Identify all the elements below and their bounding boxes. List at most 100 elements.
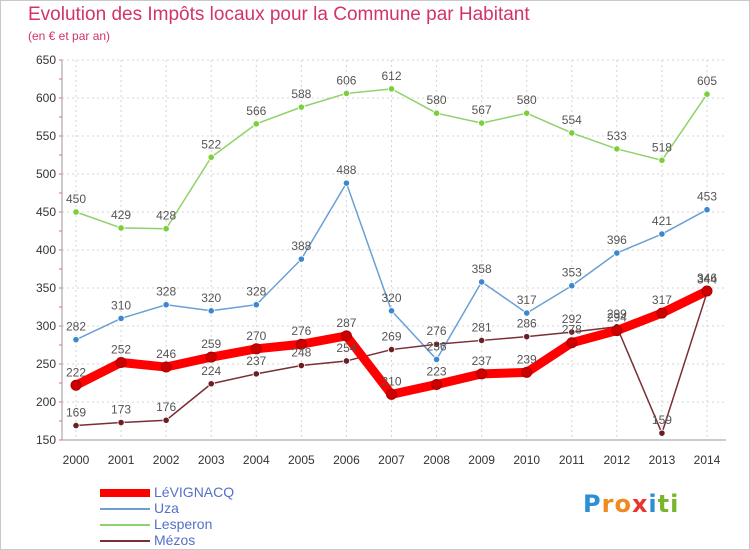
data-point-lesperon <box>658 156 666 164</box>
data-point-mezos <box>72 421 80 430</box>
data-label-levignacq: 294 <box>607 311 627 325</box>
legend-label-mezos: Mézos <box>154 532 196 548</box>
x-tick-label: 2002 <box>153 453 180 467</box>
data-point-lesperon <box>387 85 396 93</box>
data-point-levignacq <box>340 330 352 342</box>
data-label-uza: 453 <box>697 190 717 204</box>
data-label-uza: 396 <box>607 233 627 247</box>
legend-label-uza: Uza <box>154 500 179 516</box>
x-tick-label: 2012 <box>604 453 631 467</box>
data-label-mezos: 286 <box>517 317 537 331</box>
x-tick-label: 2010 <box>513 453 540 467</box>
data-label-mezos: 173 <box>111 403 131 417</box>
x-tick-label: 2006 <box>333 453 360 467</box>
x-tick-label: 2007 <box>378 453 405 467</box>
data-label-mezos: 248 <box>291 346 311 360</box>
data-point-levignacq <box>250 343 262 355</box>
data-point-mezos <box>568 328 576 336</box>
data-point-lesperon <box>207 153 215 161</box>
data-point-mezos <box>523 333 531 341</box>
x-tick-label: 2003 <box>198 453 225 467</box>
x-tick-label: 2013 <box>649 453 676 467</box>
data-label-levignacq: 252 <box>111 342 131 356</box>
data-label-mezos: 169 <box>66 406 86 420</box>
data-point-lesperon <box>162 225 170 233</box>
data-point-levignacq <box>295 338 307 350</box>
x-tick-label: 2008 <box>423 453 450 467</box>
y-tick-label: 350 <box>36 281 56 295</box>
logo-letter: i <box>670 490 680 518</box>
data-point-uza <box>523 309 531 317</box>
logo-letter: i <box>648 490 658 518</box>
data-label-uza: 328 <box>156 285 176 299</box>
data-label-lesperon: 580 <box>517 93 537 107</box>
logo-letter: r <box>601 490 615 518</box>
data-label-uza: 421 <box>652 214 672 228</box>
data-label-levignacq: 239 <box>517 352 537 366</box>
axes: 150 200 250 300 350 400 450 500 550 600 650 2000 200… <box>36 53 726 467</box>
data-point-mezos <box>297 361 305 370</box>
data-labels: 450 429 428 522 566 588 606 612 580 567 580 554 533 5… <box>66 69 717 427</box>
x-tick-label: 2009 <box>468 453 495 467</box>
data-label-lesperon: 588 <box>291 87 311 101</box>
data-label-lesperon: 450 <box>66 192 86 206</box>
data-point-lesperon <box>117 224 125 232</box>
chart-title: Evolution des Impôts locaux pour la Comm… <box>28 4 530 25</box>
data-label-mezos: 299 <box>607 307 627 321</box>
x-tick-label: 2014 <box>694 453 721 467</box>
data-point-lesperon <box>432 109 441 117</box>
data-label-uza: 353 <box>562 266 582 280</box>
data-label-levignacq: 259 <box>201 337 221 351</box>
logo-letter: t <box>657 490 671 518</box>
data-label-uza: 256 <box>427 339 447 353</box>
data-point-mezos <box>207 380 215 388</box>
data-point-levignacq <box>521 366 533 378</box>
data-label-lesperon: 612 <box>381 69 401 83</box>
data-point-levignacq <box>431 379 443 391</box>
data-label-levignacq: 278 <box>562 323 582 337</box>
data-label-levignacq: 210 <box>381 374 401 388</box>
data-point-levignacq <box>205 351 217 363</box>
data-point-levignacq <box>70 379 82 391</box>
data-label-uza: 317 <box>517 293 537 307</box>
data-point-uza <box>658 230 666 238</box>
y-tick-label: 250 <box>36 357 56 371</box>
y-tick-label: 400 <box>36 243 56 257</box>
data-label-mezos: 344 <box>697 273 717 287</box>
x-tick-label: 2000 <box>63 453 90 467</box>
line-chart: 150 200 250 300 350 400 450 500 550 600 650 2000 200… <box>36 53 726 467</box>
x-tick-label: 2001 <box>108 453 135 467</box>
data-label-mezos: 176 <box>156 400 176 414</box>
data-point-uza <box>568 282 576 290</box>
y-tick-label: 600 <box>36 91 56 105</box>
x-tick-label: 2011 <box>559 453 585 467</box>
data-point-mezos <box>478 336 486 345</box>
data-point-levignacq <box>115 356 127 368</box>
data-label-lesperon: 554 <box>562 113 582 127</box>
data-label-uza: 358 <box>472 262 492 276</box>
legend-swatch-mezos <box>100 540 150 542</box>
data-label-lesperon: 428 <box>156 209 176 223</box>
data-point-levignacq <box>656 307 668 319</box>
data-point-mezos <box>387 345 396 354</box>
data-label-mezos: 276 <box>427 324 447 338</box>
data-point-levignacq <box>386 388 397 400</box>
data-point-lesperon <box>523 109 531 117</box>
data-point-uza <box>72 336 80 344</box>
y-tick-label: 200 <box>36 395 56 409</box>
data-label-levignacq: 346 <box>697 271 717 285</box>
data-label-lesperon: 566 <box>246 104 266 118</box>
data-label-lesperon: 580 <box>427 93 447 107</box>
legend-swatch-lesperon <box>100 524 150 526</box>
proxiti-logo: Proxiti <box>583 490 679 518</box>
data-label-lesperon: 605 <box>697 74 717 88</box>
data-point-levignacq <box>476 368 488 380</box>
data-label-mezos: 237 <box>246 354 266 368</box>
data-point-lesperon <box>478 119 486 127</box>
data-point-lesperon <box>703 90 711 98</box>
data-label-lesperon: 567 <box>472 103 492 117</box>
legend-swatch-levignacq <box>100 489 150 497</box>
data-point-mezos <box>162 416 170 424</box>
data-label-uza: 310 <box>111 298 131 312</box>
data-label-lesperon: 518 <box>652 140 672 154</box>
